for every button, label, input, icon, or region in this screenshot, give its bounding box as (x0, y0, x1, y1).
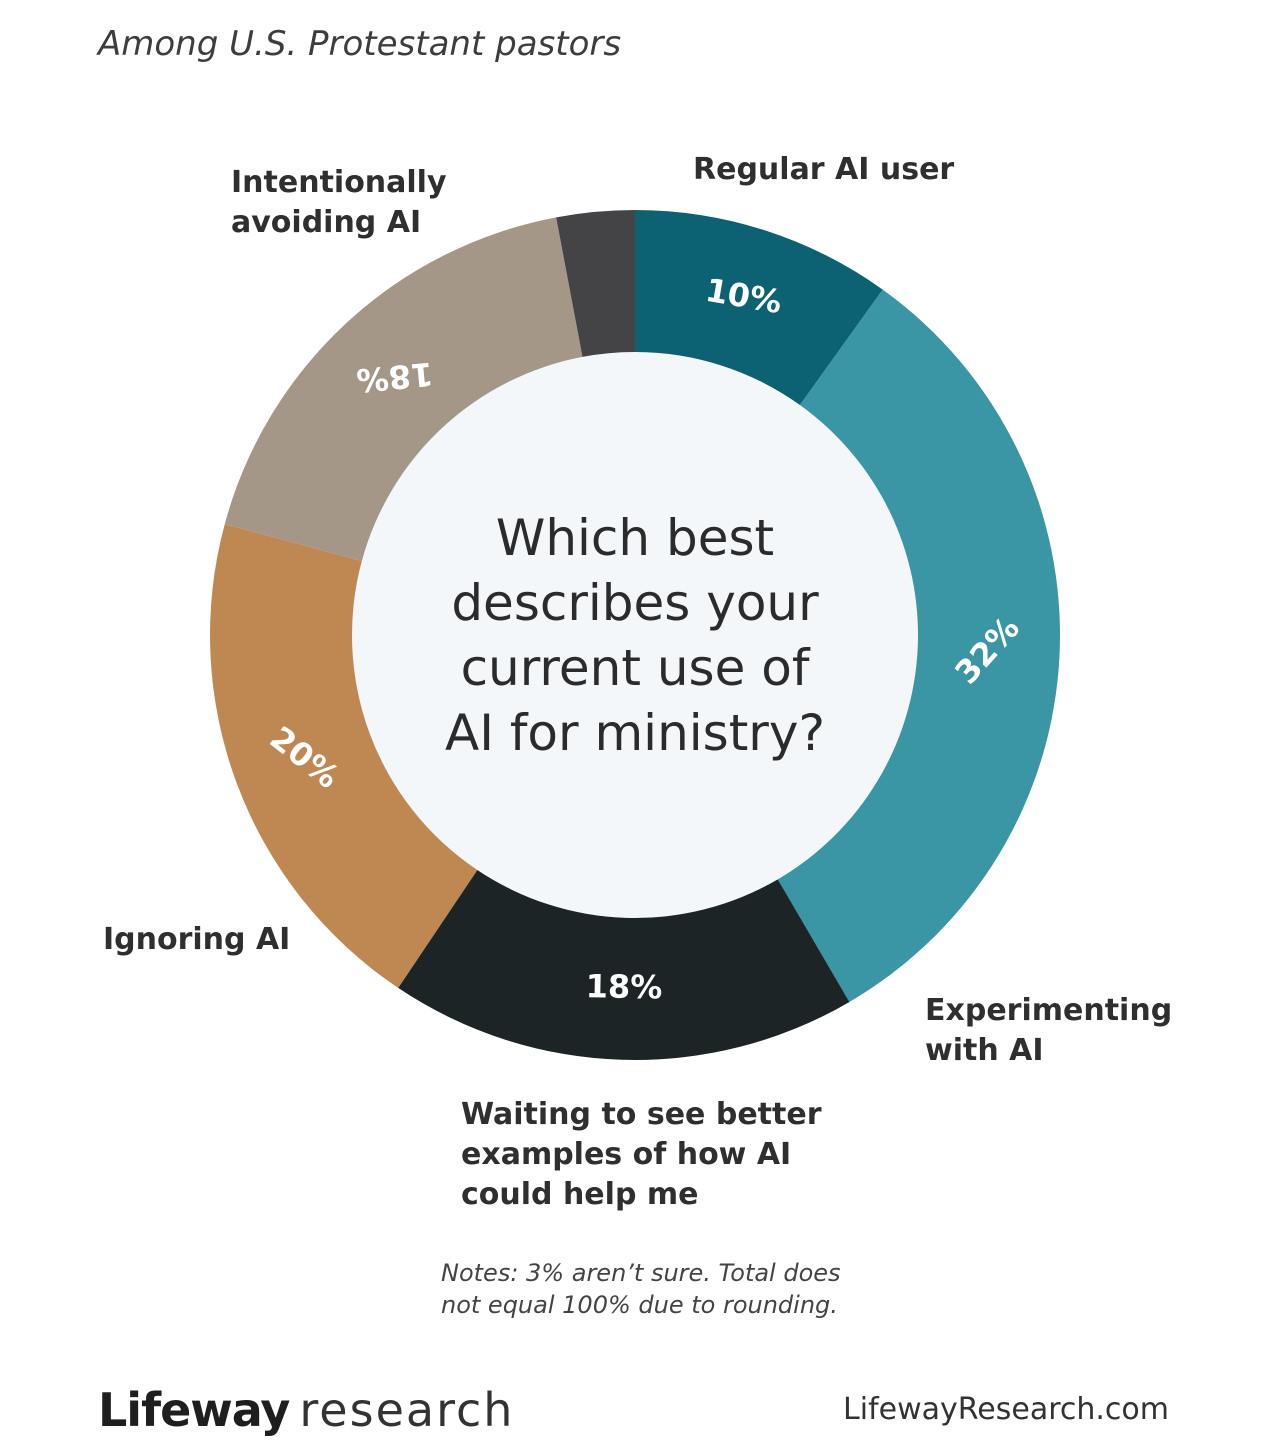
donut-value-label-2: 18% (585, 967, 662, 1006)
donut-segment-5 (556, 210, 635, 357)
donut-segment-4 (224, 217, 583, 562)
label-waiting-for-examples: Waiting to see better examples of how AI… (461, 1097, 822, 1212)
center-question: Which best describes your current use of… (444, 509, 825, 762)
donut-segment-2 (398, 869, 850, 1060)
label-experimenting-with-ai: Experimenting with AI (925, 993, 1173, 1068)
donut-segment-0 (635, 210, 883, 406)
donut-center-disc (352, 352, 918, 918)
label-ignoring-ai: Ignoring AI (103, 922, 291, 957)
chart-notes: Notes: 3% aren’t sure. Total does not eq… (441, 1259, 841, 1319)
logo-brand: Lifeway (98, 1383, 290, 1437)
label-regular-ai-user: Regular AI user (693, 152, 955, 187)
chart-subtitle: Among U.S. Protestant pastors (98, 24, 622, 64)
donut-value-label-4: 18% (355, 355, 435, 400)
label-intentionally-avoiding-ai: Intentionally avoiding AI (231, 165, 447, 240)
lifeway-research-logo: Lifeway research (98, 1383, 514, 1437)
donut-segment-1 (777, 289, 1060, 1002)
logo-suffix: research (299, 1383, 515, 1437)
donut-segment-3 (209, 523, 478, 988)
website-url: LifewayResearch.com (843, 1392, 1169, 1427)
